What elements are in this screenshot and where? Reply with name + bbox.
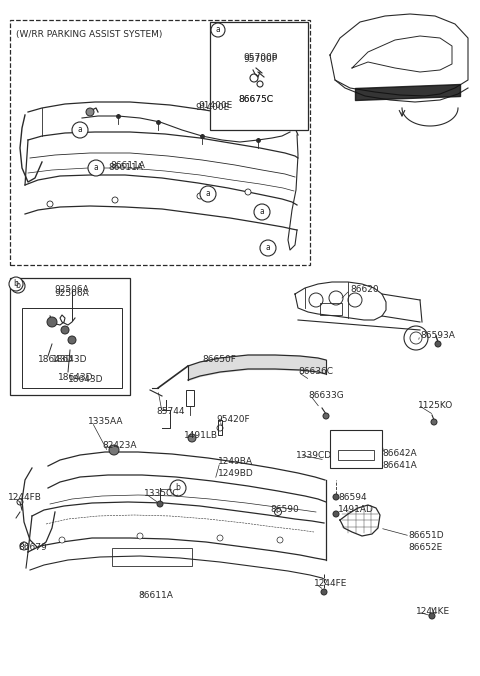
- Bar: [320, 303, 342, 315]
- Text: 1335CC: 1335CC: [144, 489, 180, 498]
- Circle shape: [333, 494, 339, 500]
- Circle shape: [170, 480, 186, 496]
- Circle shape: [68, 336, 76, 344]
- Text: 1335AA: 1335AA: [88, 418, 123, 427]
- Text: 86650F: 86650F: [202, 356, 236, 364]
- Text: 95420F: 95420F: [216, 416, 250, 425]
- Circle shape: [254, 204, 270, 220]
- Text: 18643D: 18643D: [58, 372, 94, 381]
- Circle shape: [277, 537, 283, 543]
- Circle shape: [245, 189, 251, 195]
- Text: 86679: 86679: [18, 544, 47, 552]
- Circle shape: [109, 445, 119, 455]
- Text: 1491AD: 1491AD: [338, 506, 374, 514]
- Circle shape: [188, 434, 196, 442]
- Text: b: b: [176, 483, 180, 493]
- Bar: [22, 308, 122, 388]
- Text: 86641A: 86641A: [382, 462, 417, 470]
- Text: 86611A: 86611A: [110, 160, 145, 170]
- Text: 85744: 85744: [156, 408, 184, 416]
- Circle shape: [429, 613, 435, 619]
- Circle shape: [9, 277, 23, 291]
- Text: 1491LB: 1491LB: [184, 431, 218, 439]
- Circle shape: [431, 419, 437, 425]
- Text: 1244FE: 1244FE: [314, 579, 348, 589]
- Circle shape: [321, 589, 327, 595]
- Bar: [210, 22, 308, 130]
- Text: 18643D: 18643D: [68, 375, 104, 385]
- Text: 86611A: 86611A: [108, 164, 143, 172]
- Circle shape: [11, 279, 25, 293]
- Text: 86593A: 86593A: [420, 331, 455, 339]
- Text: 18643D: 18643D: [38, 356, 73, 364]
- Text: 86636C: 86636C: [298, 368, 333, 377]
- Text: 86642A: 86642A: [382, 450, 417, 458]
- Text: 86611A: 86611A: [138, 592, 173, 600]
- Text: a: a: [216, 26, 220, 34]
- Circle shape: [47, 201, 53, 207]
- Text: a: a: [94, 164, 98, 172]
- Text: 91400E: 91400E: [198, 101, 232, 110]
- Bar: [10, 20, 310, 265]
- Text: 86590: 86590: [270, 506, 299, 514]
- Circle shape: [137, 533, 143, 539]
- Text: 86633G: 86633G: [308, 391, 344, 400]
- Text: 82423A: 82423A: [102, 441, 136, 450]
- Text: b: b: [13, 279, 18, 289]
- Text: 86594: 86594: [338, 493, 367, 502]
- Text: 86620: 86620: [350, 285, 379, 295]
- Text: 95700P: 95700P: [243, 53, 277, 62]
- Text: 18643D: 18643D: [52, 356, 87, 364]
- Circle shape: [217, 535, 223, 541]
- Text: 1244FB: 1244FB: [8, 493, 42, 502]
- Circle shape: [333, 511, 339, 517]
- Bar: [10, 278, 130, 395]
- Text: 92506A: 92506A: [55, 289, 89, 297]
- Text: 1244KE: 1244KE: [416, 608, 450, 617]
- Circle shape: [86, 108, 94, 116]
- Text: (W/RR PARKING ASSIST SYSTEM): (W/RR PARKING ASSIST SYSTEM): [16, 30, 162, 39]
- Circle shape: [72, 122, 88, 138]
- Text: a: a: [260, 208, 264, 216]
- Circle shape: [157, 501, 163, 507]
- Text: 92506A: 92506A: [55, 285, 89, 295]
- Text: 86651D: 86651D: [408, 531, 444, 541]
- Text: a: a: [78, 126, 83, 135]
- Text: 95700P: 95700P: [243, 55, 277, 64]
- Text: a: a: [205, 189, 210, 199]
- Text: 86675C: 86675C: [239, 95, 274, 105]
- Text: 86675C: 86675C: [239, 95, 274, 105]
- Text: 1249BA: 1249BA: [218, 458, 253, 466]
- Circle shape: [323, 413, 329, 419]
- Text: 1125KO: 1125KO: [418, 400, 453, 410]
- Bar: [112, 548, 192, 566]
- Circle shape: [47, 317, 57, 327]
- Circle shape: [260, 240, 276, 256]
- Text: b: b: [15, 281, 21, 291]
- Text: 1339CD: 1339CD: [296, 450, 332, 460]
- Circle shape: [59, 537, 65, 543]
- Text: 86652E: 86652E: [408, 544, 442, 552]
- Circle shape: [88, 160, 104, 176]
- Circle shape: [197, 193, 203, 199]
- Bar: [338, 450, 374, 460]
- Bar: [186, 390, 194, 406]
- Bar: [330, 430, 382, 468]
- Text: a: a: [265, 243, 270, 253]
- Circle shape: [200, 186, 216, 202]
- Circle shape: [61, 326, 69, 334]
- Text: 91400E: 91400E: [195, 103, 229, 112]
- Circle shape: [435, 341, 441, 347]
- Text: 1249BD: 1249BD: [218, 470, 254, 479]
- Circle shape: [211, 23, 225, 37]
- Circle shape: [112, 197, 118, 203]
